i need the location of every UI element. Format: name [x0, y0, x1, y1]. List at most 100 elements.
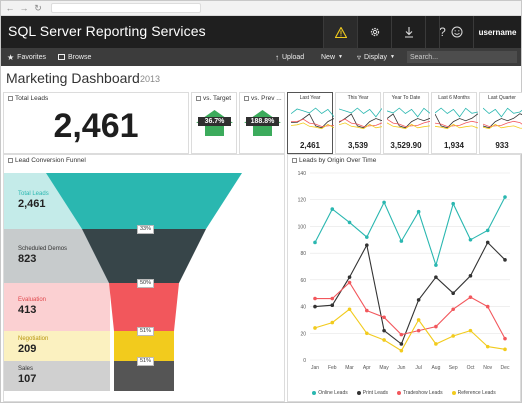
user-menu[interactable]: username	[473, 16, 521, 48]
display-menu[interactable]: ▿ Display ▼	[357, 48, 395, 66]
sparkline-tile[interactable]: This Year 3,539	[335, 92, 382, 154]
alert-button[interactable]	[323, 16, 357, 48]
download-button[interactable]	[391, 16, 425, 48]
data-point[interactable]	[313, 304, 317, 309]
data-point[interactable]	[485, 304, 490, 309]
data-point[interactable]	[416, 328, 421, 333]
data-point[interactable]	[313, 296, 317, 301]
sparkline-tile[interactable]: Year To Date 3,529.90	[383, 92, 430, 154]
favorites-button[interactable]: ★ Favorites	[7, 48, 46, 66]
funnel-stage[interactable]	[82, 229, 206, 283]
kpi-vs-previous[interactable]: vs. Prev ... 188.8%	[239, 92, 285, 154]
funnel-stage-label: Total Leads	[18, 191, 49, 197]
data-point[interactable]	[434, 342, 438, 346]
legend-label: Online Leads	[318, 390, 348, 396]
funnel-stage[interactable]	[114, 361, 174, 391]
sparkline-series	[291, 113, 334, 129]
legend-label: Reference Leads	[457, 390, 496, 396]
reload-icon[interactable]: ↻	[34, 2, 42, 13]
forward-icon[interactable]: →	[19, 2, 29, 13]
data-point[interactable]	[347, 307, 352, 312]
sparkline-tile[interactable]: Last Year 2,461	[287, 92, 334, 154]
legend-marker	[312, 391, 317, 395]
data-point[interactable]	[399, 239, 404, 243]
x-tick-label: Dec	[501, 365, 510, 371]
data-point[interactable]	[503, 336, 507, 341]
kpi-vs-target[interactable]: vs. Target 36.7%	[191, 92, 237, 154]
data-point[interactable]	[468, 295, 473, 300]
data-point[interactable]	[330, 303, 335, 308]
sparkline-tile[interactable]: Last 6 Months 1,934	[431, 92, 478, 154]
data-point[interactable]	[434, 275, 438, 279]
data-point[interactable]	[382, 315, 386, 320]
funnel-stage[interactable]	[109, 283, 179, 331]
data-point[interactable]	[503, 195, 507, 199]
data-point[interactable]	[347, 220, 352, 225]
data-point[interactable]	[330, 296, 335, 301]
browse-button[interactable]: Browse	[58, 48, 91, 66]
data-point[interactable]	[468, 237, 473, 242]
data-point[interactable]	[365, 243, 369, 247]
data-point[interactable]	[434, 324, 438, 329]
help-button[interactable]: ?	[425, 16, 459, 48]
data-point[interactable]	[382, 328, 386, 333]
address-bar[interactable]	[51, 3, 201, 13]
page-title: Marketing Dashboard	[6, 70, 140, 86]
new-menu[interactable]: New ▼	[321, 48, 343, 66]
data-point[interactable]	[330, 320, 335, 325]
data-point[interactable]	[503, 347, 507, 352]
back-icon[interactable]: ←	[5, 2, 15, 13]
data-point[interactable]	[451, 307, 455, 312]
data-point[interactable]	[451, 334, 455, 338]
upload-icon: ↑	[275, 52, 279, 62]
leads-origin-panel[interactable]: Leads by Origin Over Time 0 20 40 60 80 100 12…	[287, 154, 521, 402]
data-point[interactable]	[365, 235, 369, 239]
data-point[interactable]	[365, 331, 369, 336]
legend-item: Tradeshow Leads	[397, 390, 443, 396]
data-point[interactable]	[399, 342, 404, 346]
data-point[interactable]	[434, 263, 438, 267]
data-point[interactable]	[399, 348, 404, 353]
x-tick-label: Nov	[483, 365, 492, 371]
funnel-stage-label: Evaluation	[18, 297, 47, 303]
funnel-percent-badge: 50%	[137, 279, 155, 288]
funnel-stage[interactable]	[46, 173, 242, 229]
data-point[interactable]	[468, 328, 473, 333]
kpi-title: vs. Target	[203, 95, 232, 102]
data-point[interactable]	[347, 275, 352, 279]
settings-button[interactable]	[357, 16, 391, 48]
search-input[interactable]: Search...	[407, 51, 517, 63]
data-point[interactable]	[485, 344, 490, 349]
upload-button[interactable]: ↑ Upload	[275, 48, 304, 66]
data-point[interactable]	[382, 200, 386, 205]
kpi-value: 188.8%	[246, 117, 279, 126]
sparkline-tile[interactable]: Last Quarter 933	[479, 92, 522, 154]
y-tick-label: 140	[298, 171, 307, 177]
data-point[interactable]	[416, 298, 421, 302]
y-tick-label: 40	[300, 305, 306, 311]
data-point[interactable]	[451, 291, 455, 296]
data-point[interactable]	[347, 280, 352, 285]
sparkline-series	[339, 107, 382, 118]
data-point[interactable]	[313, 240, 317, 245]
data-point[interactable]	[330, 207, 335, 211]
data-point[interactable]	[382, 338, 386, 342]
funnel-panel[interactable]: Lead Conversion Funnel Total Leads 2,461 S…	[3, 154, 285, 402]
funnel-stage-value: 209	[18, 343, 37, 355]
data-point[interactable]	[468, 274, 473, 278]
data-point[interactable]	[399, 332, 404, 337]
data-point[interactable]	[451, 201, 455, 206]
data-point[interactable]	[313, 326, 317, 330]
feedback-button[interactable]	[439, 16, 473, 48]
data-point[interactable]	[365, 308, 369, 313]
total-leads-panel[interactable]: Total Leads 2,461	[3, 92, 189, 154]
data-point[interactable]	[503, 258, 507, 262]
funnel-band-bg	[4, 331, 110, 361]
kpi-value: 36.7%	[198, 117, 231, 126]
data-point[interactable]	[416, 209, 421, 214]
data-point[interactable]	[485, 240, 490, 245]
data-point[interactable]	[416, 318, 421, 322]
data-point[interactable]	[485, 228, 490, 233]
funnel-stage[interactable]	[114, 331, 174, 361]
legend-marker	[397, 391, 402, 395]
